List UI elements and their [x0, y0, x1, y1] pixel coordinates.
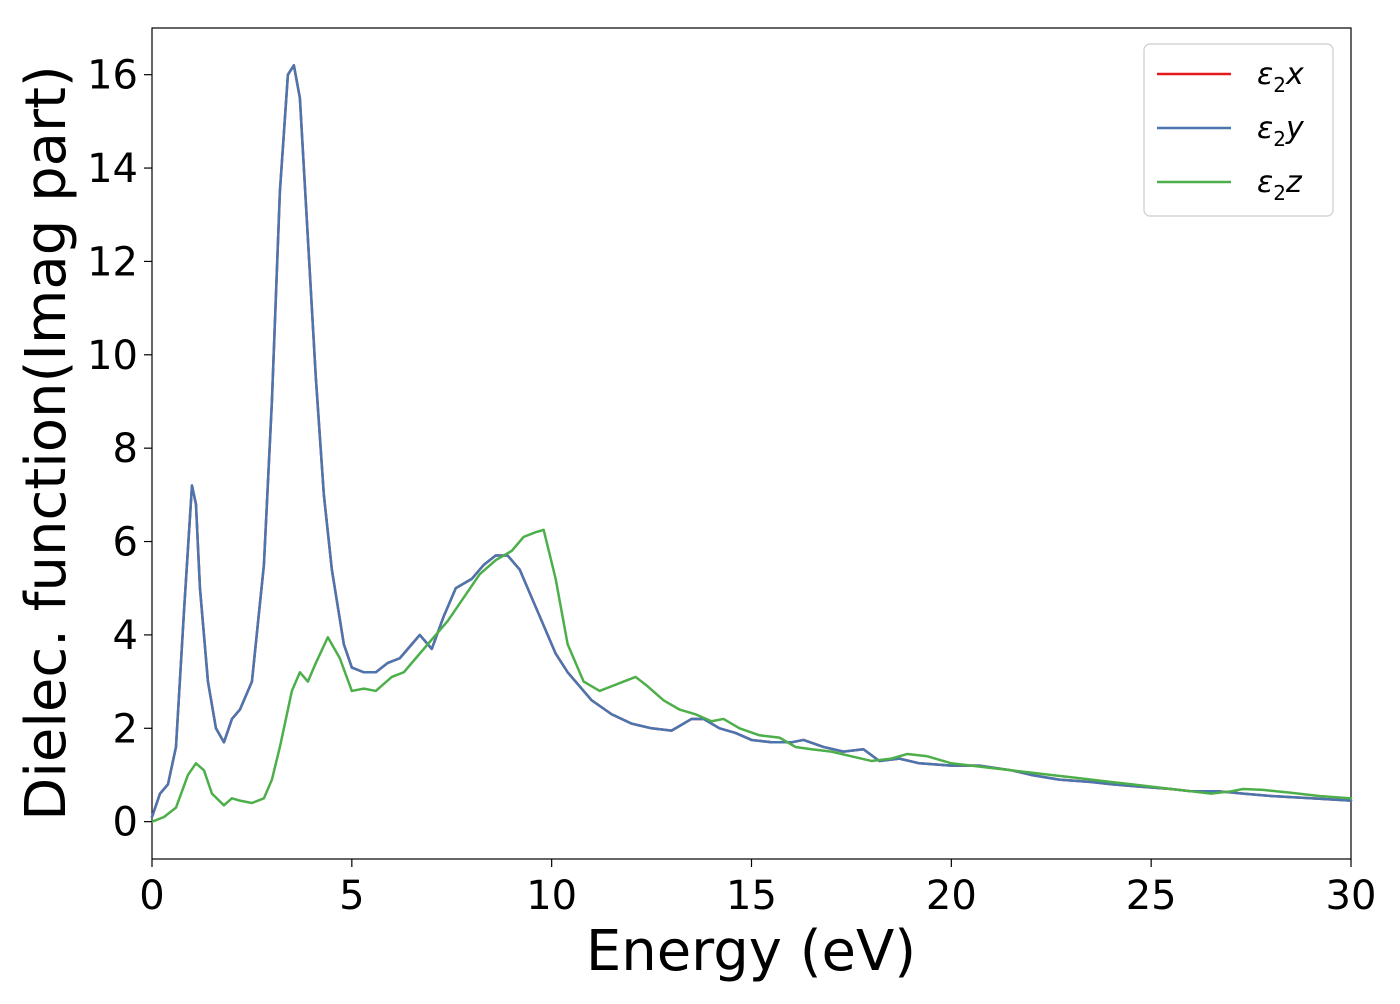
- series-line-z: [150, 528, 1353, 823]
- legend-label-y: ε2y: [1257, 111, 1305, 151]
- y-tick-label: 12: [87, 239, 138, 285]
- y-tick-label: 10: [87, 333, 138, 379]
- x-tick-label: 0: [139, 873, 164, 919]
- x-tick-label: 30: [1326, 873, 1377, 919]
- y-tick-label: 4: [113, 613, 138, 659]
- x-axis-label: Energy (eV): [586, 919, 916, 984]
- x-tick-label: 5: [339, 873, 364, 919]
- series-layer: [150, 64, 1353, 823]
- y-tick-label: 0: [113, 800, 138, 846]
- legend-label-z: ε2z: [1257, 165, 1303, 205]
- legend: ε2x ε2y ε2z: [1143, 43, 1334, 217]
- legend-label-x: ε2x: [1257, 57, 1304, 97]
- x-tick-label: 20: [926, 873, 977, 919]
- x-axis-ticks: 0 5 10 15 20 25 30: [139, 859, 1376, 919]
- y-tick-label: 8: [113, 426, 138, 472]
- x-tick-label: 10: [526, 873, 577, 919]
- y-tick-label: 14: [87, 146, 138, 192]
- x-tick-label: 25: [1126, 873, 1177, 919]
- y-tick-label: 6: [113, 520, 138, 566]
- y-axis-ticks: 0 2 4 6 8 10 12 14 16: [87, 53, 152, 846]
- x-tick-label: 15: [726, 873, 777, 919]
- y-tick-label: 2: [113, 706, 138, 752]
- legend-frame: [1143, 43, 1334, 217]
- y-tick-label: 16: [87, 53, 138, 99]
- y-axis-label: Dielec. function(Imag part): [14, 65, 79, 821]
